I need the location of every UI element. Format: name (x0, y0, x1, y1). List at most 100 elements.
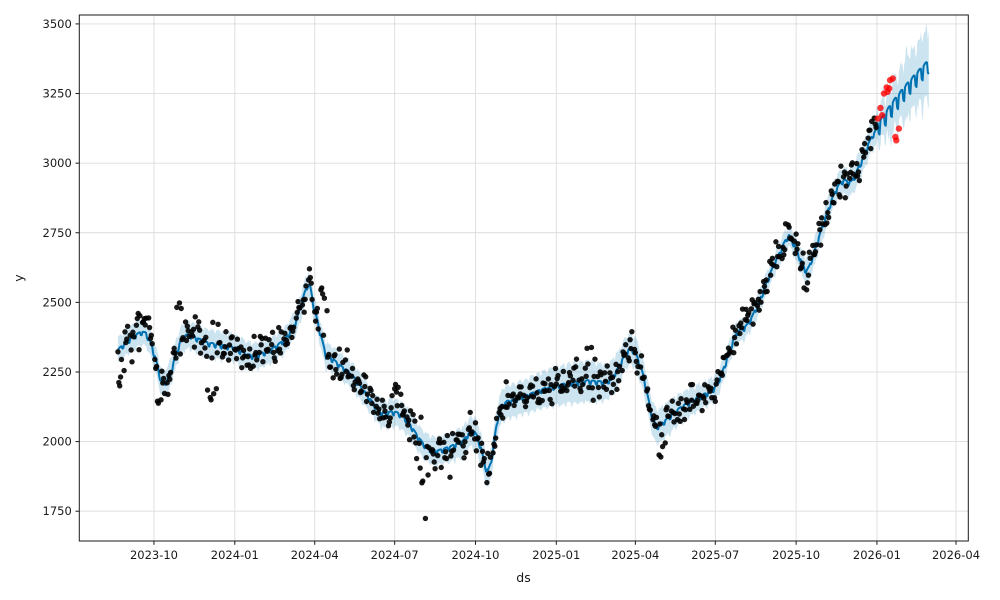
actual-point (342, 357, 349, 363)
actual-point (423, 454, 429, 461)
actual-point (623, 341, 629, 348)
actual-point (202, 345, 208, 351)
actual-point (487, 454, 494, 460)
actual-point (687, 406, 693, 412)
actual-point (659, 432, 665, 438)
actual-point (148, 332, 155, 338)
actual-point (737, 330, 743, 337)
actual-point (592, 356, 598, 362)
anomaly-point (893, 137, 900, 144)
actual-point (549, 401, 555, 407)
actual-point (382, 408, 388, 414)
actual-point (362, 374, 369, 380)
actual-point (813, 242, 820, 248)
actual-point (799, 260, 805, 267)
actual-point (117, 383, 123, 389)
actual-point (142, 322, 148, 328)
actual-point (315, 326, 321, 332)
actual-point (208, 397, 214, 403)
actual-point (510, 391, 516, 397)
actual-point (795, 240, 801, 247)
actual-point (276, 324, 282, 331)
actual-point (794, 246, 800, 252)
actual-point (610, 381, 617, 387)
actual-point (608, 389, 615, 396)
actual-point (619, 367, 625, 374)
actual-point (769, 255, 776, 262)
actual-point (301, 309, 307, 315)
actual-point (158, 397, 164, 403)
actual-point (290, 324, 297, 331)
axis-ticks: 2023-10 2024-01 2024-04 2024-07 2024-10 2025-… (43, 17, 981, 562)
actual-point (374, 396, 380, 403)
actual-point (245, 353, 251, 360)
actual-point (459, 432, 466, 438)
actual-point (664, 404, 670, 411)
actual-point (229, 334, 235, 340)
actual-point (152, 356, 158, 363)
actual-point (572, 383, 578, 389)
actual-point (422, 515, 429, 522)
actual-point (308, 280, 314, 286)
actual-point (117, 374, 124, 380)
actual-point (418, 414, 424, 420)
actual-point (633, 358, 639, 365)
actual-points (115, 115, 879, 522)
actual-point (407, 408, 414, 414)
actual-point (368, 387, 374, 394)
actual-point (128, 347, 134, 353)
actual-point (196, 327, 203, 333)
actual-point (160, 380, 166, 386)
x-tick-label: 2025-10 (772, 548, 820, 562)
actual-point (807, 255, 813, 261)
x-tick-label: 2025-07 (691, 548, 739, 562)
actual-point (411, 434, 417, 440)
actual-point (222, 344, 228, 350)
actual-point (847, 175, 853, 181)
actual-point (395, 384, 401, 390)
y-tick-label: 2500 (43, 295, 72, 309)
actual-point (564, 387, 570, 394)
actual-point (324, 308, 330, 314)
actual-point (227, 350, 234, 357)
actual-point (492, 443, 498, 449)
actual-point (555, 372, 561, 379)
actual-point (522, 403, 529, 410)
actual-point (333, 371, 340, 377)
actual-point (588, 344, 595, 351)
actual-point (565, 379, 572, 386)
x-tick-label: 2025-04 (611, 548, 659, 562)
actual-point (806, 249, 812, 255)
actual-point (191, 344, 198, 350)
actual-point (518, 384, 524, 390)
actual-point (383, 414, 389, 420)
actual-point (217, 339, 223, 346)
actual-point (873, 124, 879, 131)
actual-point (629, 328, 635, 335)
actual-point (699, 407, 705, 414)
actual-point (764, 288, 770, 295)
actual-point (153, 363, 160, 370)
actual-point (695, 397, 701, 404)
actual-point (197, 350, 204, 356)
actual-point (388, 405, 394, 411)
actual-point (849, 160, 856, 166)
actual-point (213, 385, 220, 392)
actual-point (234, 336, 241, 342)
anomaly-point (886, 85, 893, 92)
actual-point (653, 414, 660, 421)
actual-point (757, 288, 763, 295)
anomaly-point (889, 75, 896, 82)
actual-point (622, 351, 628, 357)
x-tick-label: 2026-01 (853, 548, 901, 562)
actual-point (838, 163, 844, 169)
actual-point (657, 421, 663, 427)
actual-point (149, 340, 155, 347)
actual-point (295, 298, 301, 305)
actual-point (344, 347, 350, 353)
x-tick-label: 2023-10 (130, 548, 178, 562)
actual-point (137, 313, 143, 319)
actual-point (349, 365, 356, 372)
actual-point (442, 448, 449, 455)
actual-point (386, 419, 393, 425)
